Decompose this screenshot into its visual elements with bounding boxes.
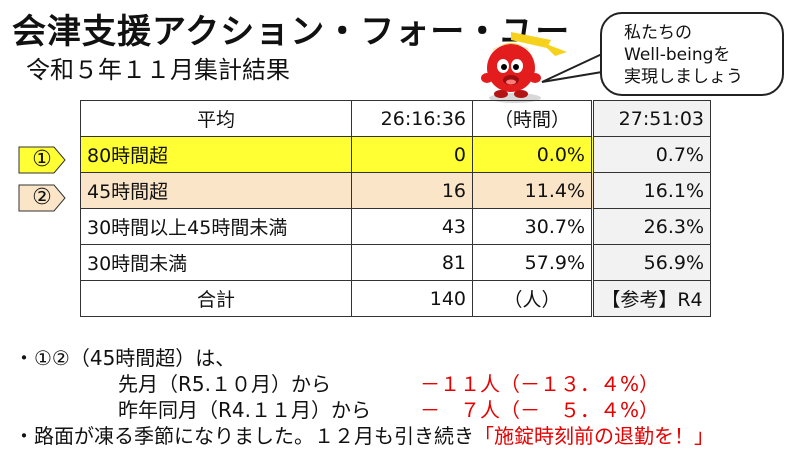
cell-pct: 57.9% <box>472 244 593 281</box>
note-bullet-1: ・①②（45時間超）は、 <box>14 346 236 370</box>
table-row: 30時間未満 81 57.9% 56.9% <box>80 244 711 281</box>
cell-label: 30時間未満 <box>80 244 352 281</box>
cell-ref: 56.9% <box>591 244 711 281</box>
cell-label: 45時間超 <box>80 172 352 209</box>
cell-pct: 0.0% <box>472 136 593 173</box>
note-prev-month-value: －１１人（－１３．４%） <box>420 372 660 396</box>
table-row: 45時間超 16 11.4% 16.1% <box>80 172 711 209</box>
bubble-line: 実現しましょう <box>624 67 743 87</box>
cell-ref: 26.3% <box>591 208 711 245</box>
cell-unit: （時間） <box>472 100 593 137</box>
cell-value: 26:16:36 <box>351 100 473 137</box>
bubble-text: 私たちの Well-beingを 実現しましょう <box>624 22 743 88</box>
table-row-total: 合計 140 （人） 【参考】R4 <box>80 280 711 317</box>
cell-ref: 16.1% <box>591 172 711 209</box>
speech-bubble-tail <box>541 53 603 83</box>
cell-label: 80時間超 <box>80 136 352 173</box>
cell-ref: 【参考】R4 <box>591 280 711 317</box>
cell-count: 81 <box>351 244 473 281</box>
note-prev-year-label: 昨年同月（R4.１１月）から <box>118 398 371 422</box>
note-prev-year-value: － ７人（－ ５．４%） <box>420 398 660 422</box>
speech-bubble: 私たちの Well-beingを 実現しましょう <box>600 12 784 96</box>
cell-ref: 0.7% <box>591 136 711 173</box>
cell-label: 合計 <box>80 280 352 317</box>
note-bullet-2: ・路面が凍る季節になりました。１２月も引き続き「施錠時刻前の退勤を！」 <box>14 420 714 449</box>
table-row: 30時間以上45時間未満 43 30.7% 26.3% <box>80 208 711 245</box>
bubble-line: Well-beingを <box>624 45 731 65</box>
cell-label: 30時間以上45時間未満 <box>80 208 352 245</box>
cell-unit: （人） <box>472 280 593 317</box>
cell-pct: 11.4% <box>472 172 593 209</box>
note-prev-month-label: 先月（R5.１０月）から <box>118 372 331 396</box>
cell-label: 平均 <box>80 100 352 137</box>
cell-count: 0 <box>351 136 473 173</box>
note-bullet-2-emphasis: 「施錠時刻前の退勤を！」 <box>474 424 714 448</box>
cell-count: 43 <box>351 208 473 245</box>
overtime-stats-table: 平均 26:16:36 （時間） 27:51:03 80時間超 0 0.0% 0… <box>80 100 711 317</box>
marker-badge-2: ② <box>18 184 66 212</box>
bubble-line: 私たちの <box>624 23 692 43</box>
cell-ref: 27:51:03 <box>591 100 711 137</box>
marker-label: ② <box>32 185 52 210</box>
page-title: 会津支援アクション・フォー・ユー <box>12 12 571 52</box>
cell-value: 140 <box>351 280 473 317</box>
table-row-average: 平均 26:16:36 （時間） 27:51:03 <box>80 100 711 137</box>
page-subtitle: 令和５年１１月集計結果 <box>26 56 290 84</box>
table-row: 80時間超 0 0.0% 0.7% <box>80 136 711 173</box>
note-bullet-2-text: ・路面が凍る季節になりました。１２月も引き続き <box>14 424 474 448</box>
cell-count: 16 <box>351 172 473 209</box>
marker-badge-1: ① <box>18 146 66 174</box>
cell-pct: 30.7% <box>472 208 593 245</box>
marker-label: ① <box>32 147 52 172</box>
